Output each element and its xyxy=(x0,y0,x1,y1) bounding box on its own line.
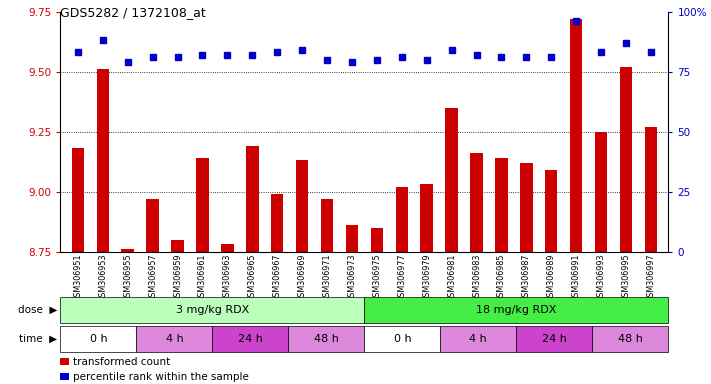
Text: GSM306977: GSM306977 xyxy=(397,254,406,302)
Text: 4 h: 4 h xyxy=(166,334,183,344)
Bar xyxy=(440,326,516,352)
Bar xyxy=(370,228,383,252)
Bar xyxy=(296,160,309,252)
Bar xyxy=(346,225,358,252)
Text: GSM306953: GSM306953 xyxy=(98,254,107,302)
Text: GDS5282 / 1372108_at: GDS5282 / 1372108_at xyxy=(60,6,206,19)
Bar xyxy=(520,163,533,252)
Text: GSM306985: GSM306985 xyxy=(497,254,506,302)
Text: GSM306951: GSM306951 xyxy=(73,254,82,302)
Bar xyxy=(196,158,208,252)
Bar xyxy=(213,326,289,352)
Text: GSM306957: GSM306957 xyxy=(148,254,157,302)
Text: GSM306979: GSM306979 xyxy=(422,254,431,302)
Text: percentile rank within the sample: percentile rank within the sample xyxy=(73,372,248,382)
Text: 0 h: 0 h xyxy=(394,334,411,344)
Bar xyxy=(516,326,592,352)
Bar xyxy=(72,148,84,252)
Bar xyxy=(420,184,433,252)
Bar xyxy=(146,199,159,252)
Text: GSM306971: GSM306971 xyxy=(323,254,331,302)
Bar xyxy=(97,69,109,252)
Text: GSM306961: GSM306961 xyxy=(198,254,207,302)
Text: GSM306993: GSM306993 xyxy=(597,254,606,302)
Bar xyxy=(122,249,134,252)
Bar xyxy=(60,297,364,323)
Bar xyxy=(545,170,557,252)
Text: GSM306987: GSM306987 xyxy=(522,254,531,302)
Text: GSM306983: GSM306983 xyxy=(472,254,481,302)
Text: 18 mg/kg RDX: 18 mg/kg RDX xyxy=(476,305,557,315)
Bar xyxy=(645,127,657,252)
Bar xyxy=(137,326,213,352)
Bar xyxy=(171,240,183,252)
Text: 24 h: 24 h xyxy=(542,334,567,344)
Text: GSM306973: GSM306973 xyxy=(348,254,356,302)
Bar xyxy=(364,326,440,352)
Text: transformed count: transformed count xyxy=(73,357,170,367)
Text: GSM306997: GSM306997 xyxy=(646,254,656,302)
Text: GSM306981: GSM306981 xyxy=(447,254,456,302)
Bar xyxy=(445,108,458,252)
Text: GSM306989: GSM306989 xyxy=(547,254,556,302)
Bar xyxy=(289,326,364,352)
Bar xyxy=(271,194,284,252)
Text: GSM306959: GSM306959 xyxy=(173,254,182,302)
Text: GSM306955: GSM306955 xyxy=(123,254,132,302)
Text: GSM306963: GSM306963 xyxy=(223,254,232,302)
Text: 48 h: 48 h xyxy=(314,334,339,344)
Bar xyxy=(60,358,69,365)
Bar xyxy=(592,326,668,352)
Text: 0 h: 0 h xyxy=(90,334,107,344)
Bar xyxy=(595,131,607,252)
Text: dose  ▶: dose ▶ xyxy=(18,305,57,315)
Text: GSM306969: GSM306969 xyxy=(298,254,306,302)
Text: GSM306967: GSM306967 xyxy=(273,254,282,302)
Bar xyxy=(364,297,668,323)
Text: GSM306975: GSM306975 xyxy=(373,254,381,302)
Bar xyxy=(60,373,69,380)
Text: 4 h: 4 h xyxy=(469,334,487,344)
Text: time  ▶: time ▶ xyxy=(18,334,57,344)
Bar xyxy=(395,187,408,252)
Text: 3 mg/kg RDX: 3 mg/kg RDX xyxy=(176,305,249,315)
Text: 48 h: 48 h xyxy=(618,334,643,344)
Bar xyxy=(321,199,333,252)
Text: GSM306991: GSM306991 xyxy=(572,254,581,302)
Bar xyxy=(620,67,632,252)
Bar xyxy=(60,326,137,352)
Bar xyxy=(246,146,259,252)
Text: GSM306965: GSM306965 xyxy=(247,254,257,302)
Bar xyxy=(221,244,234,252)
Bar xyxy=(570,19,582,252)
Text: GSM306995: GSM306995 xyxy=(621,254,631,302)
Text: 24 h: 24 h xyxy=(238,334,263,344)
Bar xyxy=(470,153,483,252)
Bar xyxy=(495,158,508,252)
